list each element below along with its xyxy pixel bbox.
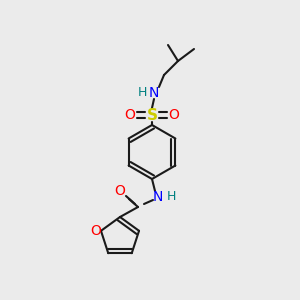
Text: H: H (137, 86, 147, 100)
Text: N: N (149, 86, 159, 100)
Text: N: N (153, 190, 163, 204)
Text: H: H (166, 190, 176, 203)
Text: O: O (115, 184, 125, 198)
Text: O: O (124, 108, 135, 122)
Text: S: S (146, 107, 158, 122)
Text: O: O (169, 108, 179, 122)
Text: O: O (91, 224, 101, 238)
